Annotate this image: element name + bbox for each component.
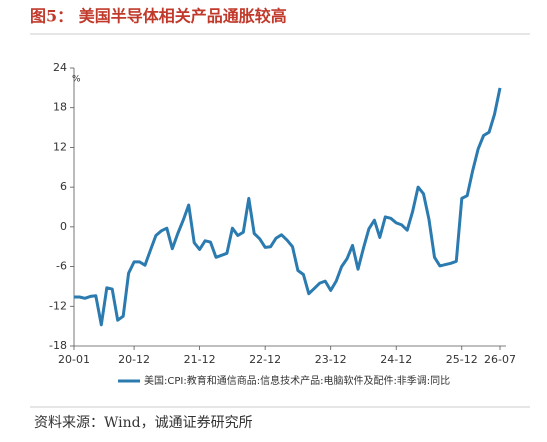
y-tick-label: 0 xyxy=(60,220,67,233)
x-tick-label: 23-12 xyxy=(315,353,347,366)
y-axis-label: % xyxy=(72,75,81,85)
series-line xyxy=(74,87,502,327)
figure-title: 图5： 美国半导体相关产品通胀较高 xyxy=(30,7,287,26)
source: 资料来源：Wind，诚通证券研究所 xyxy=(34,415,253,431)
x-tick-label: 21-12 xyxy=(184,353,216,366)
x-tick-label: 20-12 xyxy=(118,353,150,366)
x-tick-label: 24-12 xyxy=(380,353,412,366)
legend-label: 美国:CPI:教育和通信商品:信息技术产品:电脑软件及配件:非季调:同比 xyxy=(144,374,450,387)
y-tick-label: 6 xyxy=(60,180,67,193)
x-tick-label: 26-07 xyxy=(484,353,516,366)
x-tick-label: 22-12 xyxy=(249,353,281,366)
y-tick-label: -6 xyxy=(56,260,67,273)
y-tick-label: -12 xyxy=(49,299,67,312)
y-tick-label: 12 xyxy=(53,140,67,153)
y-tick-label: 18 xyxy=(53,101,67,114)
y-tick-label: -18 xyxy=(49,339,67,352)
x-tick-label: 25-12 xyxy=(446,353,478,366)
x-tick-label: 20-01 xyxy=(58,353,90,366)
y-tick-label: 24 xyxy=(53,61,67,74)
